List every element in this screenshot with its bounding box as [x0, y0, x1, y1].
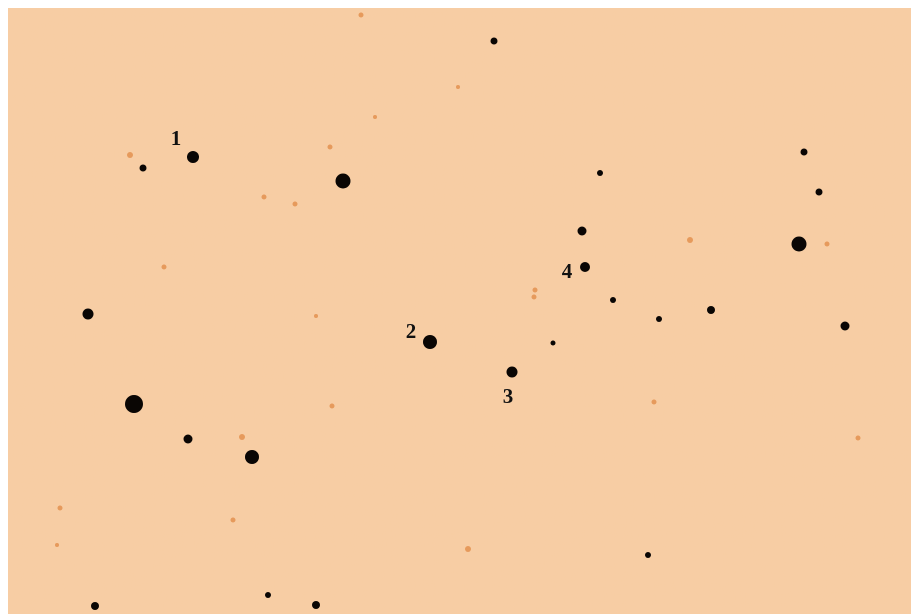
star — [423, 335, 437, 349]
star — [610, 297, 616, 303]
faint-star — [262, 195, 267, 200]
star-label: 2 — [406, 319, 417, 343]
star — [597, 170, 603, 176]
star-field-image: 1 2 3 4 — [0, 0, 911, 614]
star — [491, 38, 498, 45]
star — [656, 316, 662, 322]
star — [184, 435, 193, 444]
star — [707, 306, 715, 314]
star — [578, 227, 587, 236]
star-label: 4 — [562, 259, 573, 283]
star — [83, 309, 94, 320]
faint-star — [127, 152, 133, 158]
star — [336, 174, 351, 189]
faint-star — [652, 400, 657, 405]
star — [580, 262, 590, 272]
star — [125, 395, 143, 413]
star — [245, 450, 259, 464]
sky-grain — [8, 8, 911, 614]
faint-star — [330, 404, 335, 409]
faint-star — [532, 295, 537, 300]
star — [816, 189, 823, 196]
star-label: 3 — [503, 384, 514, 408]
star — [312, 601, 320, 609]
faint-star — [456, 85, 460, 89]
star — [265, 592, 271, 598]
star — [801, 149, 808, 156]
star — [507, 367, 518, 378]
faint-star — [55, 543, 59, 547]
star — [645, 552, 651, 558]
faint-star — [465, 546, 471, 552]
star — [551, 341, 556, 346]
faint-star — [359, 13, 364, 18]
star — [841, 322, 850, 331]
faint-star — [328, 145, 333, 150]
star — [792, 237, 807, 252]
faint-star — [239, 434, 245, 440]
faint-star — [293, 202, 298, 207]
faint-star — [373, 115, 377, 119]
faint-star — [825, 242, 830, 247]
faint-star — [58, 506, 63, 511]
faint-star — [162, 265, 167, 270]
page: 1 2 3 4 (() => { const data = JSON.parse… — [0, 0, 911, 614]
faint-star — [231, 518, 236, 523]
faint-star — [856, 436, 861, 441]
star — [91, 602, 99, 610]
star-label: 1 — [171, 126, 182, 150]
faint-star — [314, 314, 318, 318]
faint-star — [687, 237, 693, 243]
star — [187, 151, 199, 163]
star — [140, 165, 147, 172]
faint-star — [533, 288, 538, 293]
